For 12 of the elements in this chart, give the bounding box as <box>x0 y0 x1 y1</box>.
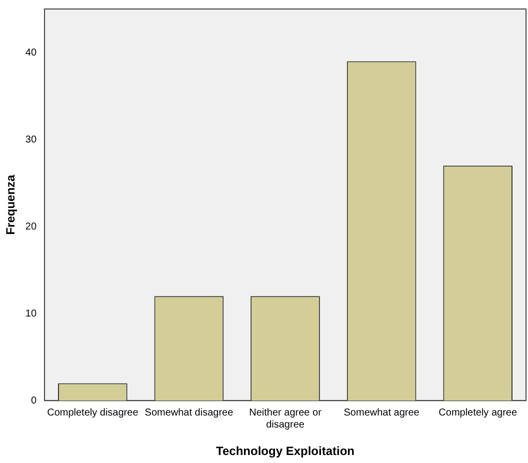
x-tick-label: Somewhat disagree <box>144 407 234 418</box>
y-axis-title: Frequenza <box>4 174 18 235</box>
y-tick-label: 40 <box>25 47 37 58</box>
x-tick-label: Neither agree or disagree <box>249 407 322 430</box>
x-tick-label: Somewhat agree <box>344 407 420 418</box>
x-tick-label: Completely disagree <box>47 407 139 418</box>
y-tick-label: 30 <box>25 134 37 146</box>
y-tick-label: 20 <box>25 221 37 232</box>
y-tick-label: 0 <box>30 395 37 406</box>
y-tick-label: 10 <box>25 308 37 320</box>
x-tick-label: Completely agree <box>438 407 518 418</box>
x-axis-title: Technology Exploitation <box>216 444 354 458</box>
